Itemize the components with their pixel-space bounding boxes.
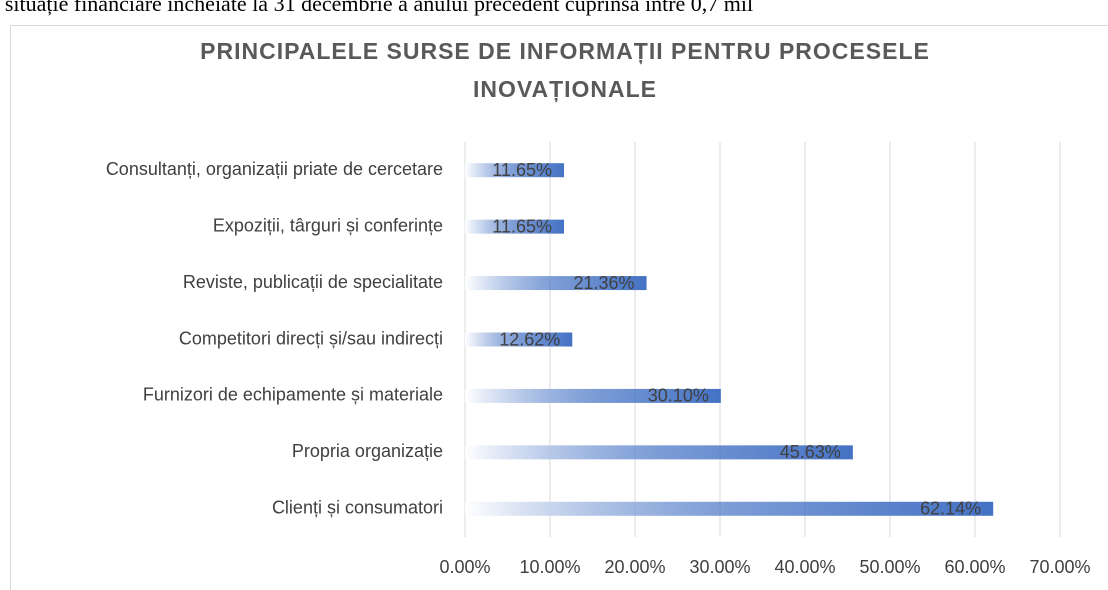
data-label: 30.10% — [648, 386, 709, 406]
bar — [465, 332, 573, 347]
x-tick-label: 60.00% — [944, 557, 1005, 577]
y-tick-label: Expoziții, târguri și conferințe — [213, 215, 443, 235]
data-label: 12.62% — [499, 329, 560, 349]
data-label: 11.65% — [492, 160, 552, 180]
y-tick-label: Competitori direcți și/sau indirecți — [179, 328, 443, 348]
x-tick-label: 0.00% — [439, 557, 490, 577]
bar — [465, 163, 565, 178]
x-tick-label: 70.00% — [1029, 557, 1090, 577]
page-header-text: r situație financiare încheiate la 31 de… — [0, 0, 753, 16]
data-label: 11.65% — [492, 216, 552, 236]
bar — [465, 501, 994, 516]
y-tick-label: Consultanți, organizații priate de cerce… — [106, 159, 443, 179]
bar — [465, 388, 721, 403]
y-tick-label: Clienți și consumatori — [272, 498, 443, 518]
y-tick-label: Furnizori de echipamente și materiale — [143, 385, 443, 405]
data-label: 21.36% — [573, 273, 634, 293]
y-tick-label: Propria organizație — [292, 441, 443, 461]
x-tick-label: 50.00% — [859, 557, 920, 577]
bar — [465, 276, 647, 291]
bar — [465, 445, 853, 460]
x-tick-label: 40.00% — [774, 557, 835, 577]
data-label: 45.63% — [780, 442, 841, 462]
bar — [465, 219, 565, 234]
x-tick-label: 30.00% — [689, 557, 750, 577]
chart-title: INOVAȚIONALE — [473, 76, 657, 102]
data-label: 62.14% — [920, 499, 981, 519]
x-tick-label: 20.00% — [604, 557, 665, 577]
y-tick-label: Reviste, publicații de specialitate — [183, 272, 443, 292]
x-tick-label: 10.00% — [519, 557, 580, 577]
chart-title: PRINCIPALELE SURSE DE INFORMAȚII PENTRU … — [200, 38, 930, 64]
